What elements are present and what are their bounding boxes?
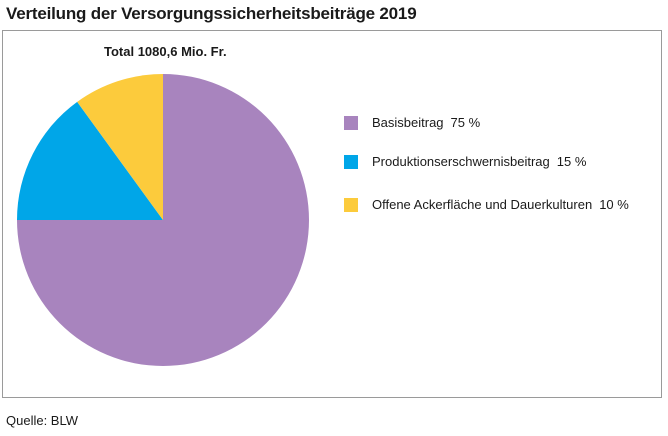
legend-label: Produktionserschwernisbeitrag [372, 154, 550, 169]
legend-value: 75 % [450, 115, 481, 130]
chart-title: Verteilung der Versorgungssicherheitsbei… [6, 4, 417, 23]
legend-swatch [344, 115, 358, 130]
legend-value: 15 % [556, 154, 587, 169]
source-note: Quelle: BLW [6, 413, 79, 428]
legend-swatch [344, 197, 358, 212]
legend-label: Offene Ackerfläche und Dauerkulturen [372, 197, 593, 212]
legend-item-offene-ackerflaeche: Offene Ackerfläche und Dauerkulturen 10 … [344, 197, 629, 212]
chart-frame [2, 30, 662, 398]
legend-label: Basisbeitrag [372, 115, 444, 130]
legend-swatch [344, 154, 358, 169]
legend-value: 10 % [599, 197, 629, 212]
pie-slice-3 [77, 74, 163, 220]
legend-item-basisbeitrag: Basisbeitrag 75 % [344, 115, 480, 130]
chart-subtitle: Total 1080,6 Mio. Fr. [104, 44, 227, 59]
legend-item-produktionserschwernisbeitrag: Produktionserschwernisbeitrag 15 % [344, 154, 586, 169]
pie-slice-2 [17, 101, 163, 220]
